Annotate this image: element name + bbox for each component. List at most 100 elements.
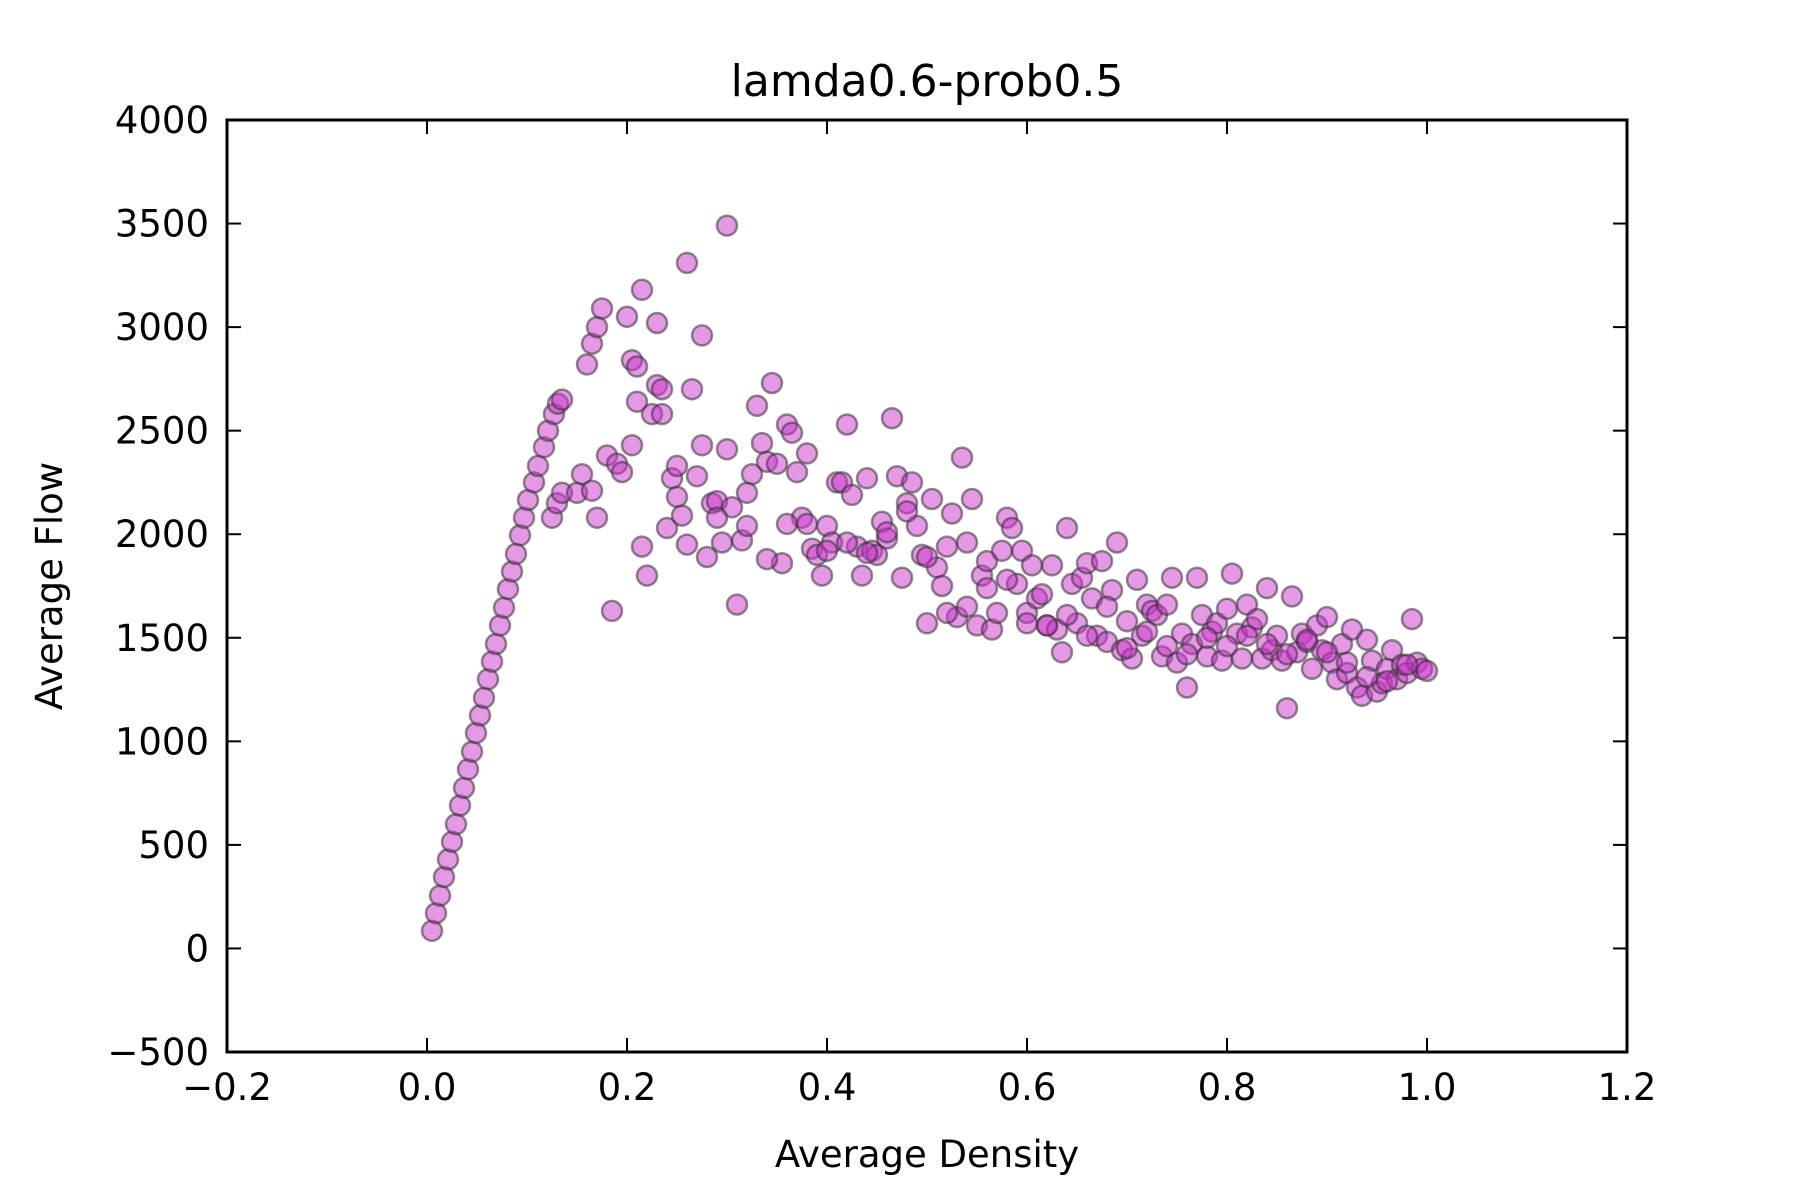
data-point [735, 514, 759, 538]
x-tick-label: 0.6 [998, 1066, 1057, 1109]
data-point [720, 496, 744, 519]
data-point [610, 460, 634, 484]
data-point [1255, 576, 1279, 600]
data-point [1000, 516, 1024, 540]
x-tick-label: −0.2 [182, 1066, 272, 1109]
data-point [580, 479, 604, 502]
data-point [705, 506, 729, 529]
data-point [1105, 531, 1129, 554]
y-tick-label: 3500 [115, 203, 209, 246]
y-tick-label: 2500 [115, 410, 209, 453]
data-point [855, 467, 879, 490]
data-point [795, 512, 819, 536]
data-point [665, 485, 689, 509]
data-point [985, 601, 1009, 625]
data-point [600, 599, 624, 623]
data-point [452, 776, 476, 800]
data-point [1395, 653, 1419, 676]
data-point [920, 487, 944, 511]
x-tick-label: 1.0 [1398, 1066, 1457, 1109]
data-point [725, 593, 749, 616]
data-point [715, 214, 739, 237]
data-point [1280, 585, 1304, 608]
data-point [1195, 626, 1219, 650]
data-point [1215, 634, 1239, 658]
data-point [1315, 641, 1339, 664]
data-point [1255, 632, 1279, 656]
data-point [935, 601, 959, 625]
data-point [645, 311, 669, 335]
plot-frame [225, 118, 1629, 1054]
y-tick-label: 4000 [115, 99, 209, 142]
data-point [1050, 641, 1074, 664]
data-point [620, 433, 644, 457]
data-point [1040, 554, 1064, 577]
data-point [1315, 605, 1339, 629]
x-axis-title: Average Density [775, 1133, 1079, 1176]
data-point [590, 297, 614, 320]
data-point [526, 454, 550, 478]
data-point [1055, 603, 1079, 627]
data-point [1275, 643, 1299, 666]
data-point [930, 574, 954, 598]
data-point [1175, 676, 1199, 699]
data-point [955, 595, 979, 618]
data-point [915, 612, 939, 635]
data-point [745, 394, 769, 418]
x-tick-label: 0.4 [798, 1066, 857, 1109]
chart-title: lamda0.6-prob0.5 [731, 56, 1124, 107]
data-point [995, 568, 1019, 592]
data-point [1155, 593, 1179, 616]
data-point [690, 324, 714, 347]
data-point [1160, 566, 1184, 589]
data-point [575, 353, 599, 376]
y-tick-label: 1500 [115, 617, 209, 660]
data-point [840, 483, 864, 507]
data-point [950, 446, 974, 469]
x-tick-label: 0.2 [598, 1066, 657, 1109]
data-point [570, 462, 594, 486]
data-point [935, 535, 959, 558]
data-point [1035, 614, 1059, 637]
data-point [1335, 651, 1359, 674]
data-point [1055, 516, 1079, 540]
data-point [1030, 583, 1054, 606]
data-point [1355, 628, 1379, 652]
data-point [585, 506, 609, 529]
data-point [1155, 634, 1179, 658]
data-point [755, 547, 779, 571]
data-point [775, 512, 799, 536]
data-point [1375, 670, 1399, 693]
data-point [428, 884, 452, 907]
data-point [810, 564, 834, 587]
data-point [695, 545, 719, 569]
data-point [765, 452, 789, 476]
y-tick-label: −500 [107, 1031, 209, 1074]
data-point [1075, 624, 1099, 647]
y-tick-label: 1000 [115, 720, 209, 763]
y-tick-label: 500 [138, 824, 209, 867]
data-point [1015, 612, 1039, 635]
data-point [1090, 549, 1114, 573]
data-point [955, 531, 979, 554]
data-point [1095, 595, 1119, 618]
data-point [650, 402, 674, 426]
data-point [472, 686, 496, 710]
data-point [1020, 554, 1044, 577]
data-point [1125, 568, 1149, 592]
x-tick-label: 0.0 [398, 1066, 457, 1109]
data-point [635, 564, 659, 587]
data-point [1355, 665, 1379, 689]
data-point [680, 377, 704, 401]
data-point [492, 596, 516, 619]
data-point [835, 531, 859, 554]
data-point [880, 406, 904, 430]
y-tick-label: 0 [185, 927, 209, 970]
data-point [890, 566, 914, 589]
data-point [850, 564, 874, 587]
data-point [1415, 659, 1439, 683]
data-point [1115, 636, 1139, 660]
data-point [1135, 620, 1159, 643]
data-point [1115, 609, 1139, 633]
